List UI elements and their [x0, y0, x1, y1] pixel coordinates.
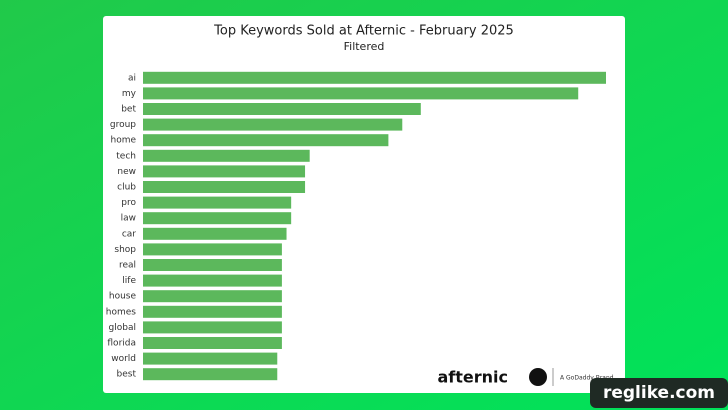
- y-tick-label: florida: [107, 339, 136, 349]
- y-tick-label: bet: [121, 105, 136, 115]
- y-tick-label: ai: [128, 73, 136, 83]
- y-tick-label: best: [117, 370, 137, 380]
- bar: [143, 134, 389, 147]
- bar: [143, 149, 310, 162]
- y-tick-label: global: [109, 323, 136, 333]
- y-tick-label: life: [122, 276, 136, 286]
- logo-tagline: A GoDaddy Brand: [560, 375, 614, 382]
- bar: [143, 212, 292, 225]
- logo-icon: [529, 368, 547, 386]
- bar: [143, 165, 306, 178]
- y-tick-label: group: [110, 120, 136, 130]
- y-tick-label: pro: [121, 198, 136, 208]
- bar: [143, 290, 282, 303]
- bar: [143, 103, 421, 115]
- chart-title: Top Keywords Sold at Afternic - February…: [213, 24, 514, 39]
- y-tick-label: home: [110, 136, 136, 146]
- bar: [143, 196, 292, 209]
- chart-subtitle: Filtered: [344, 40, 385, 53]
- bar: [143, 243, 282, 256]
- watermark: reglike.com: [603, 383, 715, 403]
- bar: [143, 321, 282, 334]
- bar: [143, 352, 278, 365]
- bar: [143, 305, 282, 318]
- y-tick-label: my: [122, 89, 137, 99]
- y-tick-label: car: [122, 229, 136, 239]
- bar: [143, 118, 403, 131]
- logo: afternic: [437, 368, 508, 387]
- bar: [143, 274, 282, 287]
- bar: [143, 87, 579, 100]
- bar: [143, 368, 278, 381]
- y-tick-label: house: [109, 292, 137, 302]
- bar: [143, 259, 282, 271]
- y-tick-label: law: [121, 214, 136, 224]
- bar: [143, 337, 282, 349]
- y-tick-label: new: [117, 167, 136, 177]
- watermark-box: [590, 378, 728, 408]
- y-tick-label: homes: [106, 307, 137, 317]
- y-tick-label: real: [119, 261, 136, 271]
- bar: [143, 227, 287, 240]
- bar: [143, 181, 306, 193]
- y-tick-label: club: [117, 183, 136, 193]
- y-tick-label: tech: [116, 151, 136, 161]
- y-tick-label: world: [111, 354, 136, 364]
- bar: [143, 71, 606, 84]
- y-tick-label: shop: [114, 245, 136, 255]
